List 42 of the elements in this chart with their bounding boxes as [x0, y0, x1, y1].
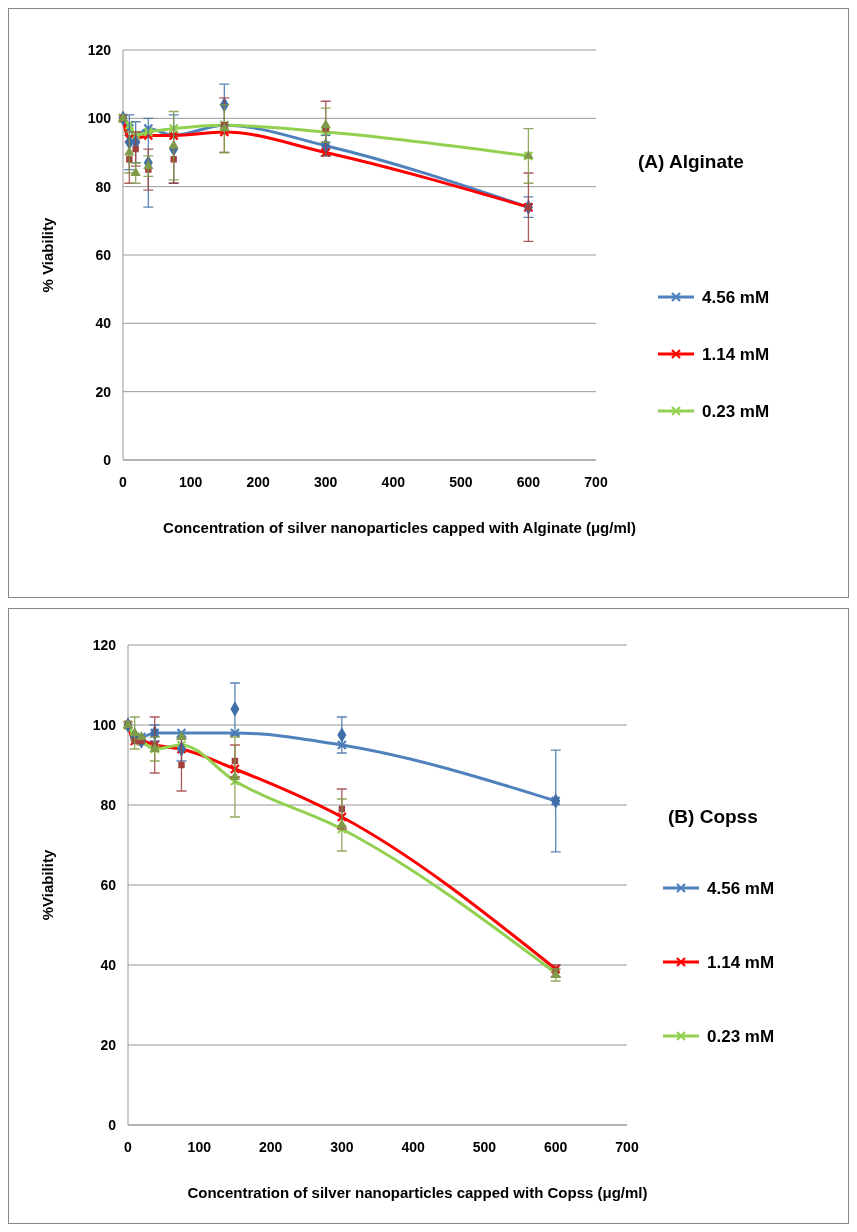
y-tick-label: 100	[87, 110, 112, 127]
x-tick-label: 700	[584, 474, 608, 490]
x-tick-label: 200	[246, 474, 271, 490]
y-tick-label: 120	[92, 637, 117, 653]
x-tick-label: 200	[258, 1139, 283, 1155]
x-tick-label: 400	[401, 1139, 426, 1155]
x-axis-title: Concentration of silver nanoparticles capped with Copss (μg/ml)	[187, 1184, 648, 1201]
x-tick-label: 100	[178, 474, 203, 490]
x-tick-label: 0	[124, 1139, 133, 1155]
y-tick-label: 0	[108, 1117, 117, 1133]
y-tick-label: 40	[100, 957, 117, 973]
y-axis-title: %Viability	[39, 849, 56, 921]
y-tick-label: 20	[100, 1037, 117, 1053]
y-tick-label: 40	[95, 315, 112, 332]
x-tick-label: 700	[615, 1139, 639, 1155]
x-tick-label: 500	[449, 474, 473, 490]
y-tick-label: 20	[95, 383, 112, 400]
x-tick-label: 600	[516, 474, 541, 490]
text: (A) Alginate	[638, 151, 744, 172]
y-tick-label: 100	[92, 717, 117, 733]
legend-label: 4.56 mM	[707, 879, 775, 898]
x-tick-label: 300	[314, 474, 338, 490]
y-tick-label: 120	[87, 42, 112, 58]
y-tick-label: 0	[103, 452, 112, 468]
text: (B) Copss	[668, 806, 758, 827]
x-tick-label: 500	[472, 1139, 497, 1155]
legend-label: 0.23 mM	[702, 402, 770, 421]
y-axis-title: % Viability	[39, 216, 56, 293]
x-tick-label: 100	[187, 1139, 212, 1155]
legend-label: 1.14 mM	[702, 345, 770, 364]
legend-label: 1.14 mM	[707, 953, 775, 972]
x-tick-label: 400	[381, 474, 406, 490]
x-tick-label: 300	[330, 1139, 354, 1155]
legend-label: 4.56 mM	[702, 288, 770, 307]
x-tick-label: 600	[544, 1139, 568, 1155]
legend-label: 0.23 mM	[707, 1027, 775, 1046]
y-tick-label: 60	[95, 247, 112, 263]
y-tick-label: 80	[95, 178, 112, 195]
y-tick-label: 80	[100, 797, 117, 813]
y-tick-label: 60	[100, 877, 117, 893]
x-tick-label: 0	[119, 474, 128, 490]
x-axis-title: Concentration of silver nanoparticles capped with Alginate (μg/ml)	[163, 519, 636, 536]
